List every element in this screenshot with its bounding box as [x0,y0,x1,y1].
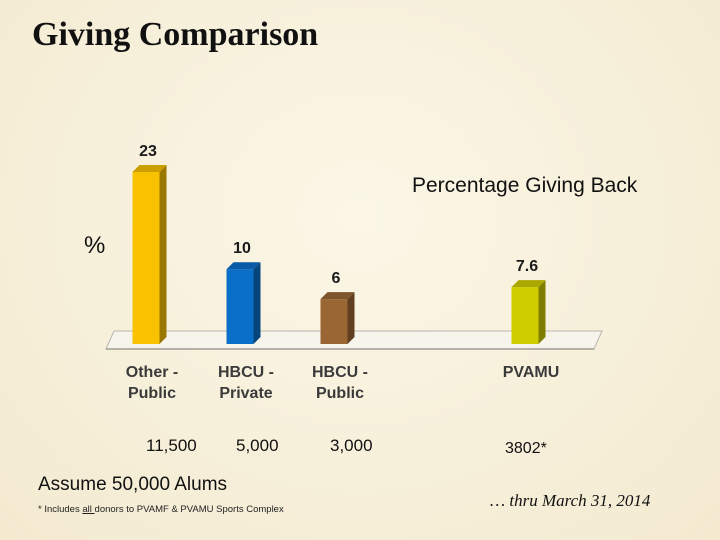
bar-top-pvamu [511,280,546,288]
donor-count-hbcu-public: 3,000 [330,436,373,455]
assumption-note: Assume 50,000 Alums [38,474,228,495]
category-label-pvamu-1: PVAMU [503,364,560,381]
category-label-other-public-2: Public [128,385,176,402]
footnote-prefix: * Includes [38,504,83,515]
category-label-hbcu-private-2: Private [219,385,272,402]
bar-hbcu-public [320,299,348,344]
bar-hbcu-private [226,269,254,344]
bar-side-hbcu-public [347,292,355,344]
bar-top-hbcu-public [320,292,355,300]
donor-count-other-public: 11,500 [146,436,197,455]
category-label-other-public-1: Other - [126,364,178,381]
bar-pvamu [511,287,539,344]
chart-subtitle: Percentage Giving Back [412,174,638,197]
category-label-hbcu-public-1: HBCU - [312,364,368,381]
y-axis-label: % [84,232,106,259]
bar-top-other-public [132,165,167,172]
period-note: … thru March 31, 2014 [490,491,651,510]
value-label-other-public: 23 [139,143,157,160]
bar-other-public [132,172,160,344]
bar-side-pvamu [538,280,546,344]
footnote-emphasis: all [82,504,95,515]
bar-top-hbcu-private [226,262,261,270]
footnote: * Includes all donors to PVAMF & PVAMU S… [38,504,284,515]
value-label-hbcu-public: 6 [332,270,341,287]
bar-side-hbcu-private [253,262,261,344]
category-label-hbcu-public-2: Public [316,385,364,402]
footnote-suffix: donors to PVAMF & PVAMU Sports Complex [94,504,284,515]
value-label-hbcu-private: 10 [233,240,251,257]
donor-count-hbcu-private: 5,000 [236,436,279,455]
category-label-hbcu-private-1: HBCU - [218,364,274,381]
donor-count-pvamu: 3802* [505,440,547,457]
bar-side-other-public [159,165,167,344]
value-label-pvamu: 7.6 [516,258,538,275]
page-title: Giving Comparison [32,16,319,53]
